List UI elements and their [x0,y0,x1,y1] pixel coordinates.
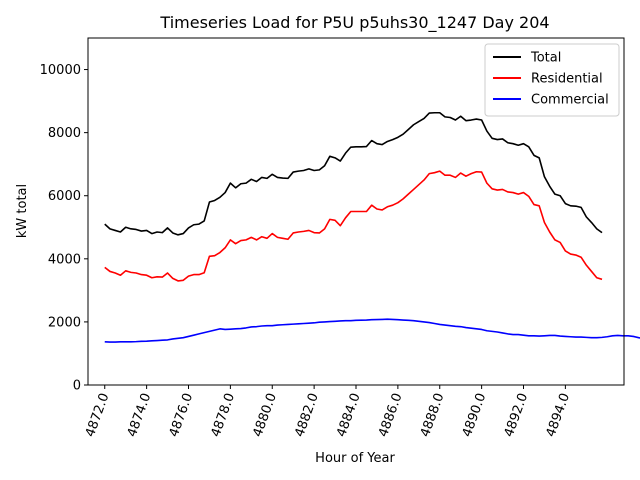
y-axis-label: kW total [15,184,30,238]
y-tick-label: 8000 [48,126,81,141]
series-line-residential [104,170,603,282]
y-tick-label: 0 [73,379,81,394]
legend-label-residential: Residential [531,72,603,87]
x-axis-label: Hour of Year [315,451,395,466]
chart-title: Timeseries Load for P5U p5uhs30_1247 Day… [159,13,549,33]
y-tick-label: 2000 [48,315,81,330]
legend: Total Residential Commercial [484,43,620,117]
series-line-commercial [104,318,640,343]
y-tick-label: 6000 [48,189,81,204]
legend-label-total: Total [530,51,561,66]
series-line-total [104,111,603,236]
y-tick-label: 4000 [48,252,81,267]
y-tick-label: 10000 [40,63,81,78]
legend-label-commercial: Commercial [531,93,609,108]
